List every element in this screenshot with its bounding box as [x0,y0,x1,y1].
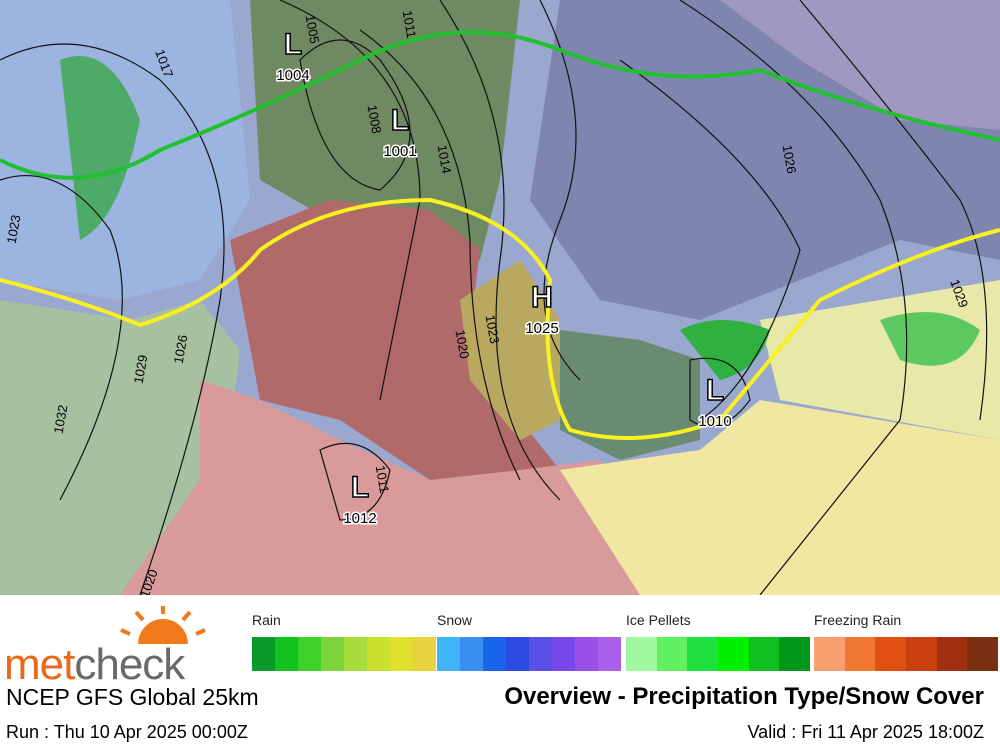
legend-label: Snow [437,612,473,628]
isobar-label: 1032 [51,404,71,435]
legend-swatch [344,637,367,671]
legend-swatch [656,637,688,671]
isobar-label: 1008 [365,104,385,135]
pressure-symbol: L [351,471,369,504]
legend-label: Ice Pellets [626,612,691,628]
legend-swatch [321,637,344,671]
legend-label: Rain [252,612,281,628]
legend-swatch [552,637,575,671]
legend-swatch [687,637,718,671]
isobar-label: 1011 [373,464,393,494]
legend-swatch [844,637,876,671]
logo-sun [120,606,206,644]
legend-swatch [598,637,621,671]
pressure-symbol: L [706,374,724,407]
legend-swatch [413,637,436,671]
legend-swatch [748,637,780,671]
legend-swatch [814,637,845,671]
pressure-value: 1010 [698,413,731,430]
logo-check: check [74,640,185,689]
valid-time: Valid : Fri 11 Apr 2025 18:00Z [747,722,984,742]
legend-swatch [506,637,529,671]
isobar-label: 1005 [303,14,323,45]
legend-swatch [252,637,275,671]
pressure-value: 1004 [276,67,309,84]
legend-swatch [936,637,968,671]
legend-swatch [575,637,598,671]
pressure-value: 1025 [525,320,558,337]
logo: metcheck [4,640,185,690]
run-time: Run : Thu 10 Apr 2025 00:00Z [6,722,248,742]
pressure-symbol: L [391,104,409,137]
model-name: NCEP GFS Global 25km [6,684,259,710]
legend-swatch [275,637,298,671]
legend-swatch [298,637,321,671]
map-title: Overview - Precipitation Type/Snow Cover [504,683,984,710]
legend-swatch [390,637,413,671]
legend-swatch [875,637,906,671]
isobar-label: 1014 [435,144,455,175]
isobar-label: 1026 [171,334,191,365]
pressure-symbol: L [284,28,302,61]
legend-swatch [460,637,483,671]
isobar-label: 1023 [483,314,503,345]
pressure-symbol: H [531,281,553,314]
isobar-label: 1029 [131,354,151,385]
legend-swatch [779,637,810,671]
legend-swatch [483,637,506,671]
legend-swatch [906,637,937,671]
legend-swatch [529,637,552,671]
pressure-value: 1001 [383,143,416,160]
isobar-label: 1011 [400,9,420,39]
legend-swatch [967,637,998,671]
isobar-label: 1020 [453,329,473,360]
legend-swatch [626,637,657,671]
isobar-label: 1026 [780,144,800,175]
legend-swatch [437,637,460,671]
pressure-value: 1012 [343,510,376,527]
legend-label: Freezing Rain [814,612,902,628]
legend-swatch [367,637,390,671]
logo-met: met [4,640,75,689]
legend-swatch [718,637,749,671]
isobar-label: 1023 [4,214,24,245]
